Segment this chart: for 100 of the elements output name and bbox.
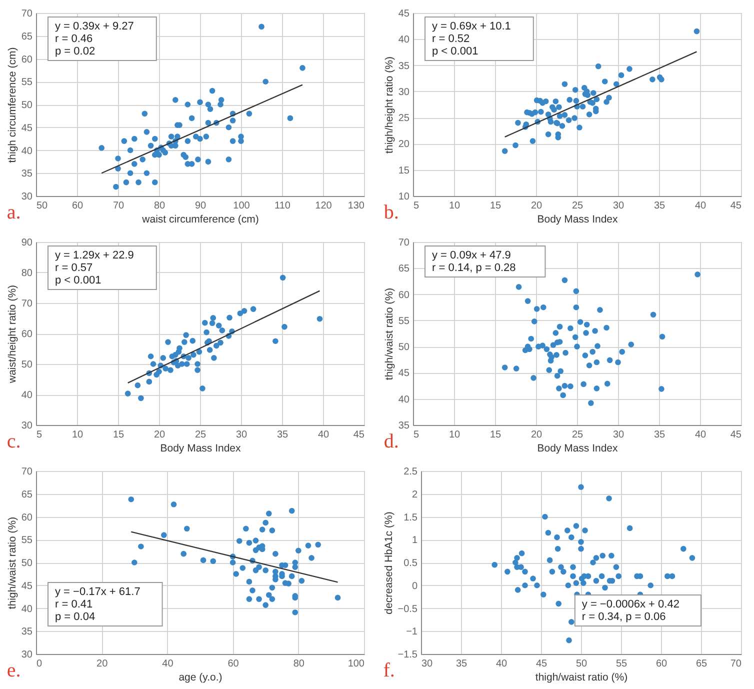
annotation: y = 0.09x + 47.9 bbox=[432, 249, 511, 262]
x-tick-label: 35 bbox=[654, 200, 666, 212]
y-tick-label: −0.5 bbox=[398, 604, 418, 615]
point bbox=[162, 366, 168, 372]
annotation: y = 0.69x + 10.1 bbox=[432, 20, 511, 32]
point bbox=[288, 508, 295, 514]
point bbox=[233, 571, 239, 577]
x-tick-label: 110 bbox=[274, 200, 291, 212]
y-tick-label: 35 bbox=[398, 420, 410, 432]
y-tick-label: 50 bbox=[21, 558, 33, 569]
y-tick-label: 40 bbox=[398, 394, 410, 406]
point bbox=[138, 544, 144, 550]
x-tick-label: 80 bbox=[154, 200, 166, 212]
x-tick-label: 45 bbox=[730, 200, 742, 212]
point bbox=[262, 520, 269, 526]
point bbox=[160, 354, 166, 361]
y-tick-label: 35 bbox=[21, 168, 33, 180]
x-tick-label: 120 bbox=[315, 200, 332, 212]
y-tick-label: 2 bbox=[412, 489, 418, 500]
x-tick-label: 30 bbox=[612, 200, 624, 212]
x-tick-label: 30 bbox=[422, 658, 434, 670]
x-tick-label: 65 bbox=[696, 658, 708, 670]
y-axis-title: waist/height ratio (%) bbox=[6, 284, 18, 384]
point bbox=[315, 542, 321, 548]
y-tick-label: −1.5 bbox=[398, 650, 418, 660]
y-tick-label: 50 bbox=[21, 360, 33, 370]
point bbox=[272, 338, 278, 344]
point bbox=[246, 540, 252, 546]
y-tick-label: 2.5 bbox=[404, 466, 418, 478]
x-tick-label: 20 bbox=[530, 200, 542, 212]
point bbox=[246, 578, 252, 585]
y-tick-label: 45 bbox=[21, 580, 33, 592]
annotation: p < 0.001 bbox=[432, 45, 478, 58]
point bbox=[190, 352, 196, 358]
annotation: p = 0.02 bbox=[55, 45, 96, 58]
y-tick-label: 50 bbox=[398, 342, 410, 354]
x-tick-label: 10 bbox=[448, 430, 460, 440]
point bbox=[211, 354, 217, 361]
y-tick-label: 45 bbox=[398, 8, 410, 20]
point bbox=[134, 382, 141, 388]
point bbox=[280, 274, 286, 281]
x-axis-title: thigh/waist ratio (%) bbox=[535, 672, 628, 684]
point bbox=[182, 339, 188, 345]
point bbox=[186, 354, 192, 361]
x-tick-label: 60 bbox=[228, 658, 240, 670]
point bbox=[194, 361, 200, 367]
y-tick-label: 40 bbox=[21, 604, 33, 615]
point bbox=[237, 310, 244, 316]
annotation: r = 0.41 bbox=[55, 598, 93, 610]
x-tick-label: 45 bbox=[730, 430, 742, 440]
y-tick-label: 45 bbox=[21, 122, 33, 134]
x-tick-label: 90 bbox=[194, 200, 206, 212]
x-tick-label: 30 bbox=[236, 430, 248, 440]
y-tick-label: 60 bbox=[398, 290, 410, 301]
point bbox=[128, 496, 134, 502]
point bbox=[252, 538, 259, 544]
x-tick-label: 70 bbox=[112, 200, 124, 212]
y-tick-label: 50 bbox=[21, 100, 33, 111]
point bbox=[292, 564, 298, 570]
x-axis-title: Body Mass Index bbox=[537, 442, 619, 454]
point bbox=[308, 555, 314, 561]
x-tick-label: 20 bbox=[96, 658, 108, 670]
x-axis-title: age (y.o.) bbox=[178, 672, 222, 684]
x-tick-label: 25 bbox=[194, 430, 206, 440]
x-tick-label: 5 bbox=[36, 430, 42, 440]
annotation: r = 0.57 bbox=[55, 262, 93, 274]
y-tick-label: 70 bbox=[398, 238, 410, 248]
point bbox=[179, 361, 185, 367]
y-tick-label: 40 bbox=[21, 390, 33, 401]
point bbox=[196, 348, 202, 355]
annotation: r = 0.46 bbox=[55, 32, 93, 45]
x-tick-label: 20 bbox=[530, 430, 542, 440]
x-tick-label: 20 bbox=[154, 430, 166, 440]
point bbox=[298, 578, 305, 584]
point bbox=[256, 596, 262, 602]
point bbox=[148, 353, 154, 360]
x-axis-title: Body Mass Index bbox=[537, 214, 619, 226]
annotation: r = 0.34, p = 0.06 bbox=[582, 610, 666, 623]
x-tick-label: 50 bbox=[576, 658, 588, 670]
x-tick-label: 80 bbox=[293, 658, 305, 670]
point bbox=[200, 557, 206, 564]
y-tick-label: 30 bbox=[21, 192, 33, 202]
x-tick-label: 40 bbox=[496, 658, 508, 670]
y-tick-label: 60 bbox=[21, 54, 33, 66]
y-tick-label: 70 bbox=[21, 298, 33, 310]
x-tick-label: 60 bbox=[656, 658, 668, 670]
point bbox=[241, 308, 248, 314]
x-tick-label: 30 bbox=[612, 430, 624, 440]
point bbox=[161, 532, 167, 538]
y-tick-label: 55 bbox=[398, 316, 410, 327]
x-tick-label: 5 bbox=[414, 200, 420, 212]
y-tick-label: 55 bbox=[21, 77, 33, 88]
x-tick-label: 5 bbox=[414, 430, 420, 440]
x-tick-label: 45 bbox=[536, 658, 548, 670]
point bbox=[282, 324, 288, 330]
y-tick-label: 1.5 bbox=[404, 512, 418, 524]
y-tick-label: 30 bbox=[398, 86, 410, 98]
y-tick-label: 1 bbox=[412, 535, 418, 546]
y-tick-label: 55 bbox=[21, 535, 33, 546]
y-tick-label: 35 bbox=[398, 60, 410, 72]
